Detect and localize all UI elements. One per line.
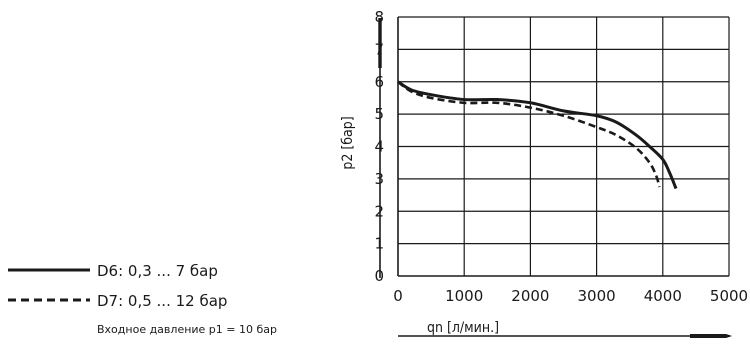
x-axis-direction-arrow [690, 334, 732, 338]
x-tick-label: 3000 [578, 287, 616, 305]
axes [378, 17, 732, 338]
series-lines [397, 80, 678, 190]
y-tick-label: 6 [374, 73, 384, 91]
y-tick-label: 2 [374, 202, 384, 220]
y-tick-label: 5 [374, 105, 384, 123]
x-tick-label: 0 [393, 287, 403, 305]
legend-label-d7: D7: 0,5 ... 12 бар [97, 292, 227, 310]
inlet-pressure-note: Входное давление p1 = 10 бар [97, 323, 277, 336]
x-tick-label: 2000 [511, 287, 549, 305]
y-tick-label: 3 [374, 170, 384, 188]
legend-label-d6: D6: 0,3 ... 7 бар [97, 262, 218, 280]
grid [398, 16, 730, 276]
y-axis-label: p2 [бар] [340, 116, 356, 169]
legend: D6: 0,3 ... 7 бар D7: 0,5 ... 12 бар Вхо… [8, 262, 277, 336]
y-tick-label: 4 [374, 138, 384, 156]
series-line-d7-dashed [397, 80, 661, 188]
series-line-d6-solid [397, 80, 678, 190]
x-axis-label: qn [л/мин.] [427, 320, 499, 336]
y-tick-label: 8 [374, 8, 384, 26]
tick-labels: 0 1000 2000 3000 4000 5000 0 1 2 3 4 5 6 7 8 [374, 8, 748, 305]
x-tick-label: 4000 [644, 287, 682, 305]
y-axis-direction-bar [378, 18, 382, 68]
x-tick-label: 5000 [710, 287, 748, 305]
y-tick-label: 0 [374, 267, 384, 285]
x-tick-label: 1000 [445, 287, 483, 305]
y-tick-label: 1 [374, 235, 384, 253]
y-tick-label: 7 [374, 40, 384, 58]
